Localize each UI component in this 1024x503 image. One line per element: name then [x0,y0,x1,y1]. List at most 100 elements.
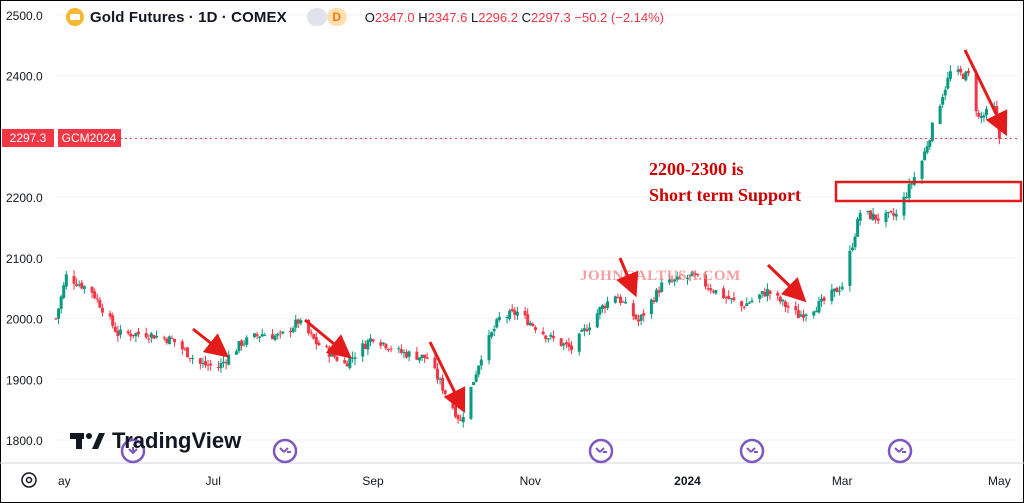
candle-body [621,301,625,303]
candle-body [234,351,238,355]
candle-body [348,357,352,368]
symbol-title[interactable]: Gold Futures · 1D · COMEX [90,8,287,26]
candle-body [526,314,530,326]
candle-body [242,343,246,345]
candle-body [183,348,187,350]
candle-body [173,338,177,343]
candle-body [397,348,401,350]
trend-arrows [192,49,1008,414]
candle-body [822,297,826,301]
candle-body [858,213,862,221]
candle-body [113,326,117,332]
candle-body [77,284,81,286]
candle-body [925,146,929,153]
y-tick-label: 1900.0 [6,373,43,387]
candle-body [144,333,148,338]
candle-body [820,298,824,302]
candle-body [170,337,174,339]
candle-body [330,351,334,357]
candle-body [384,343,388,349]
candle-body [165,338,169,343]
candle-body [260,334,264,337]
arrow-icon [428,341,466,414]
x-tick-label: ay [58,474,71,488]
candle-body [966,70,970,74]
candle-body [479,359,483,366]
candle-body [812,311,816,316]
candle-body [763,291,767,297]
candle-body [443,390,447,394]
candle-body [57,308,61,319]
candle-body [688,274,692,277]
candle-body [276,334,280,336]
candle-body [147,338,151,340]
candle-body [317,342,321,346]
candle-body [709,288,713,291]
candle-body [693,273,697,275]
candle-body [696,273,700,276]
candle-body [291,328,295,333]
x-tick-label: Nov [520,474,541,488]
badge-pill[interactable]: D [306,8,347,26]
candle-body [562,343,566,346]
y-tick-label: 2500.0 [6,9,43,23]
candle-body [776,292,780,296]
arrow-icon [766,263,807,303]
candle-body [928,140,932,147]
candle-body [152,335,156,339]
y-tick-label: 2000.0 [6,313,43,327]
candle-body [72,276,76,284]
candle-body [768,290,772,294]
candle-body [80,282,84,289]
settings-icon[interactable] [21,472,37,488]
candle-body [361,343,365,357]
candle-body [368,338,372,342]
candle-body [830,289,834,302]
candle-body [814,310,818,313]
candle-body [227,354,231,365]
arrow-icon [963,49,1008,137]
candle-body [750,300,754,303]
candle-body [853,236,857,248]
x-tick-label: May [988,474,1011,488]
candle-body [948,71,952,79]
candle-body [371,339,375,342]
candle-body [892,213,896,216]
candle-body [894,214,898,217]
tradingview-logo-text: TradingView [112,428,242,453]
candle-body [580,329,584,332]
price-tag-value: 2297.3 [10,131,47,145]
candle-body [528,322,532,326]
candle-body [551,336,555,339]
candle-body [930,122,934,142]
candle-body [606,301,610,309]
candle-body [510,308,514,312]
candle-body [902,196,906,216]
candle-body [469,386,473,419]
chart-header: Gold Futures · 1D · COMEX D O2347.0 H234… [66,6,664,28]
candle-body [637,319,641,322]
candle-body [649,299,653,315]
candle-body [116,330,120,336]
candle-body [624,301,628,304]
candle-body [657,290,661,293]
candle-body [345,363,349,367]
candle-body [616,297,620,299]
candle-body [185,347,189,358]
candle-body [487,335,491,361]
event-markers[interactable] [120,438,913,464]
candle-body [848,250,852,286]
candle-body [959,68,963,73]
candle-body [454,406,458,417]
candle-body [255,334,259,337]
candle-body [477,365,481,375]
candle-body [742,306,746,308]
candle-body [289,330,293,332]
candle-body [278,332,282,334]
candle-body [600,305,604,310]
candle-body [263,335,267,337]
support-zone-box [834,180,1023,203]
candle-body [781,299,785,302]
candle-body [783,301,787,307]
